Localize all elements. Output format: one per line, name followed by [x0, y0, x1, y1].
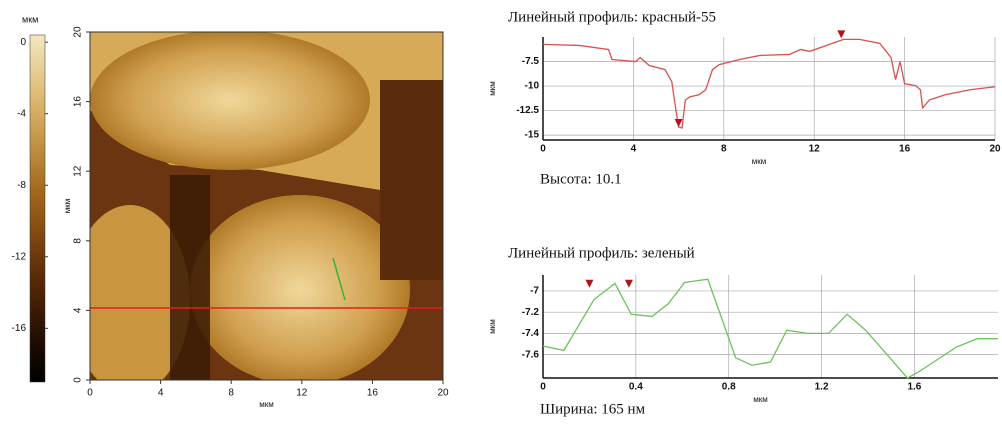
- x-tick-label: 20: [989, 144, 1001, 155]
- x-axis-label: мкм: [753, 395, 768, 404]
- x-tick-label: 4: [631, 144, 637, 155]
- x-tick-label: 1.6: [907, 382, 921, 393]
- y-axis-label: мкм: [488, 81, 497, 96]
- y-axis-label: мкм: [488, 319, 497, 334]
- x-axis-label: мкм: [752, 157, 767, 166]
- x-tick-label: 12: [296, 388, 308, 399]
- y-tick-label: -10: [525, 81, 540, 92]
- figure: 0 4 8 12 16 20 0 4 8 12 16 20 мкм мкм мкм 0 -4 -8 -12 -16 Ли…: [0, 0, 1002, 421]
- y-tick-label: -7: [530, 286, 539, 297]
- x-tick-label: 0.8: [722, 382, 736, 393]
- colorbar: [30, 35, 45, 382]
- y-tick-label: -12.5: [516, 105, 539, 116]
- x-tick-label: 8: [721, 144, 727, 155]
- annotation: Ширина: 165 нм: [540, 401, 646, 417]
- y-tick-label: 4: [73, 307, 84, 313]
- y-tick-label: 0: [73, 377, 84, 383]
- y-tick-label: 16: [73, 96, 84, 108]
- line-series: [543, 279, 998, 378]
- x-tick-label: 0: [540, 382, 546, 393]
- y-tick-label: -7.6: [522, 349, 540, 360]
- colorbar-tick-label: -12: [12, 251, 27, 262]
- y-tick-label: -7.2: [522, 307, 540, 318]
- x-tick-label: 16: [367, 388, 379, 399]
- line-series: [543, 39, 995, 128]
- profile-marker: [585, 280, 593, 288]
- x-tick-label: 12: [809, 144, 821, 155]
- x-tick-label: 0: [87, 388, 93, 399]
- y-tick-label: -15: [525, 130, 540, 141]
- annotation: Высота: 10.1: [540, 171, 622, 187]
- profile-marker: [625, 280, 633, 288]
- x-tick-label: 0.4: [629, 382, 643, 393]
- x-tick-label: 1.2: [815, 382, 829, 393]
- x-tick-label: 0: [540, 144, 546, 155]
- y-tick-label: 12: [73, 165, 84, 177]
- colorbar-tick-label: -8: [17, 180, 26, 191]
- x-tick-label: 16: [899, 144, 911, 155]
- x-tick-label: 8: [228, 388, 234, 399]
- profile-marker: [675, 119, 683, 127]
- y-tick-label: 8: [73, 238, 84, 244]
- x-axis-label: мкм: [259, 400, 274, 409]
- colorbar-tick-label: 0: [20, 37, 26, 48]
- afm-image: [70, 30, 443, 395]
- y-tick-label: -7.4: [522, 328, 540, 339]
- x-tick-label: 4: [158, 388, 164, 399]
- profile-marker: [837, 30, 845, 38]
- colorbar-tick-label: -4: [17, 108, 26, 119]
- chart-title: Линейный профиль: зеленый: [508, 245, 695, 261]
- y-tick-label: 20: [73, 26, 84, 38]
- x-tick-label: 20: [437, 388, 449, 399]
- y-axis-label: мкм: [63, 199, 72, 214]
- colorbar-label: мкм: [22, 14, 38, 24]
- colorbar-tick-label: -16: [12, 323, 27, 334]
- chart-title: Линейный профиль: красный-55: [508, 9, 716, 25]
- y-tick-label: -7.5: [522, 56, 540, 67]
